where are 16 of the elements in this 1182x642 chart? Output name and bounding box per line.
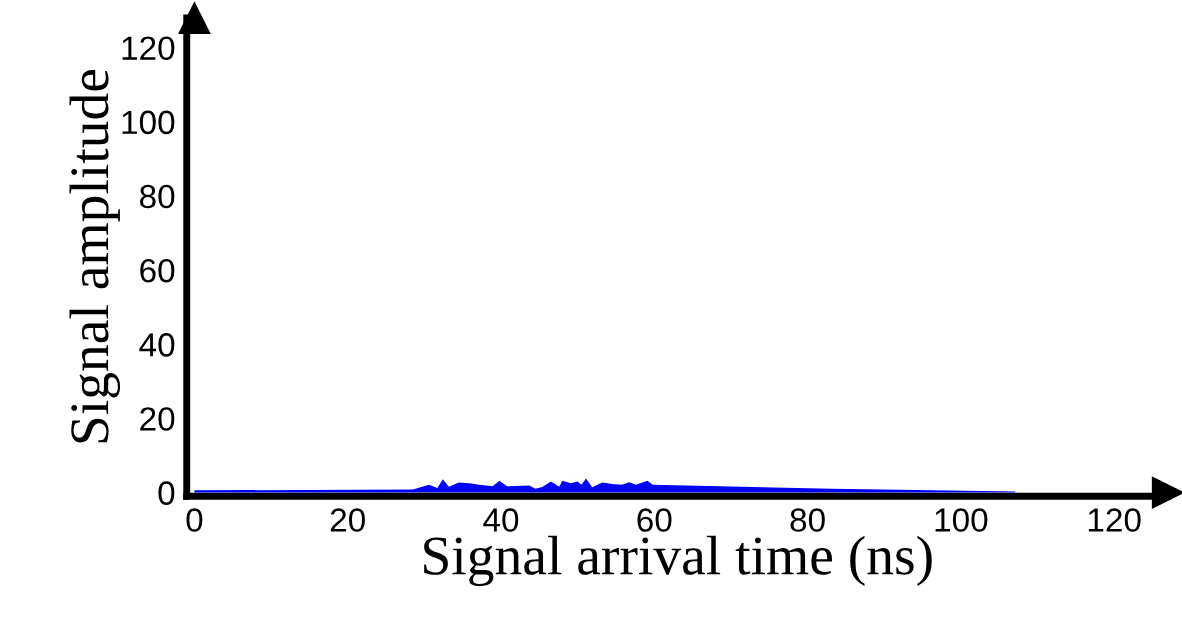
y-tick-label: 60 xyxy=(140,258,175,283)
y-tick-label: 80 xyxy=(140,184,175,209)
x-tick-label: 80 xyxy=(790,508,825,532)
y-tick-label: 0 xyxy=(158,481,175,505)
x-tick-label: 100 xyxy=(935,508,988,532)
y-tick-label: 20 xyxy=(140,407,175,431)
y-tick-label: 40 xyxy=(139,333,175,357)
x-tick-label: 0 xyxy=(186,508,203,532)
y-axis-title: Signal amplitude xyxy=(69,70,121,443)
y-tick-label: 100 xyxy=(122,110,175,135)
x-tick-label: 40 xyxy=(483,508,519,532)
x-tick-label: 120 xyxy=(1088,508,1141,532)
x-tick-label: 60 xyxy=(637,508,672,532)
x-tick-label: 20 xyxy=(330,508,365,532)
x-axis-title: Signal arrival time (ns) xyxy=(424,535,932,587)
y-tick-label: 120 xyxy=(122,36,175,61)
